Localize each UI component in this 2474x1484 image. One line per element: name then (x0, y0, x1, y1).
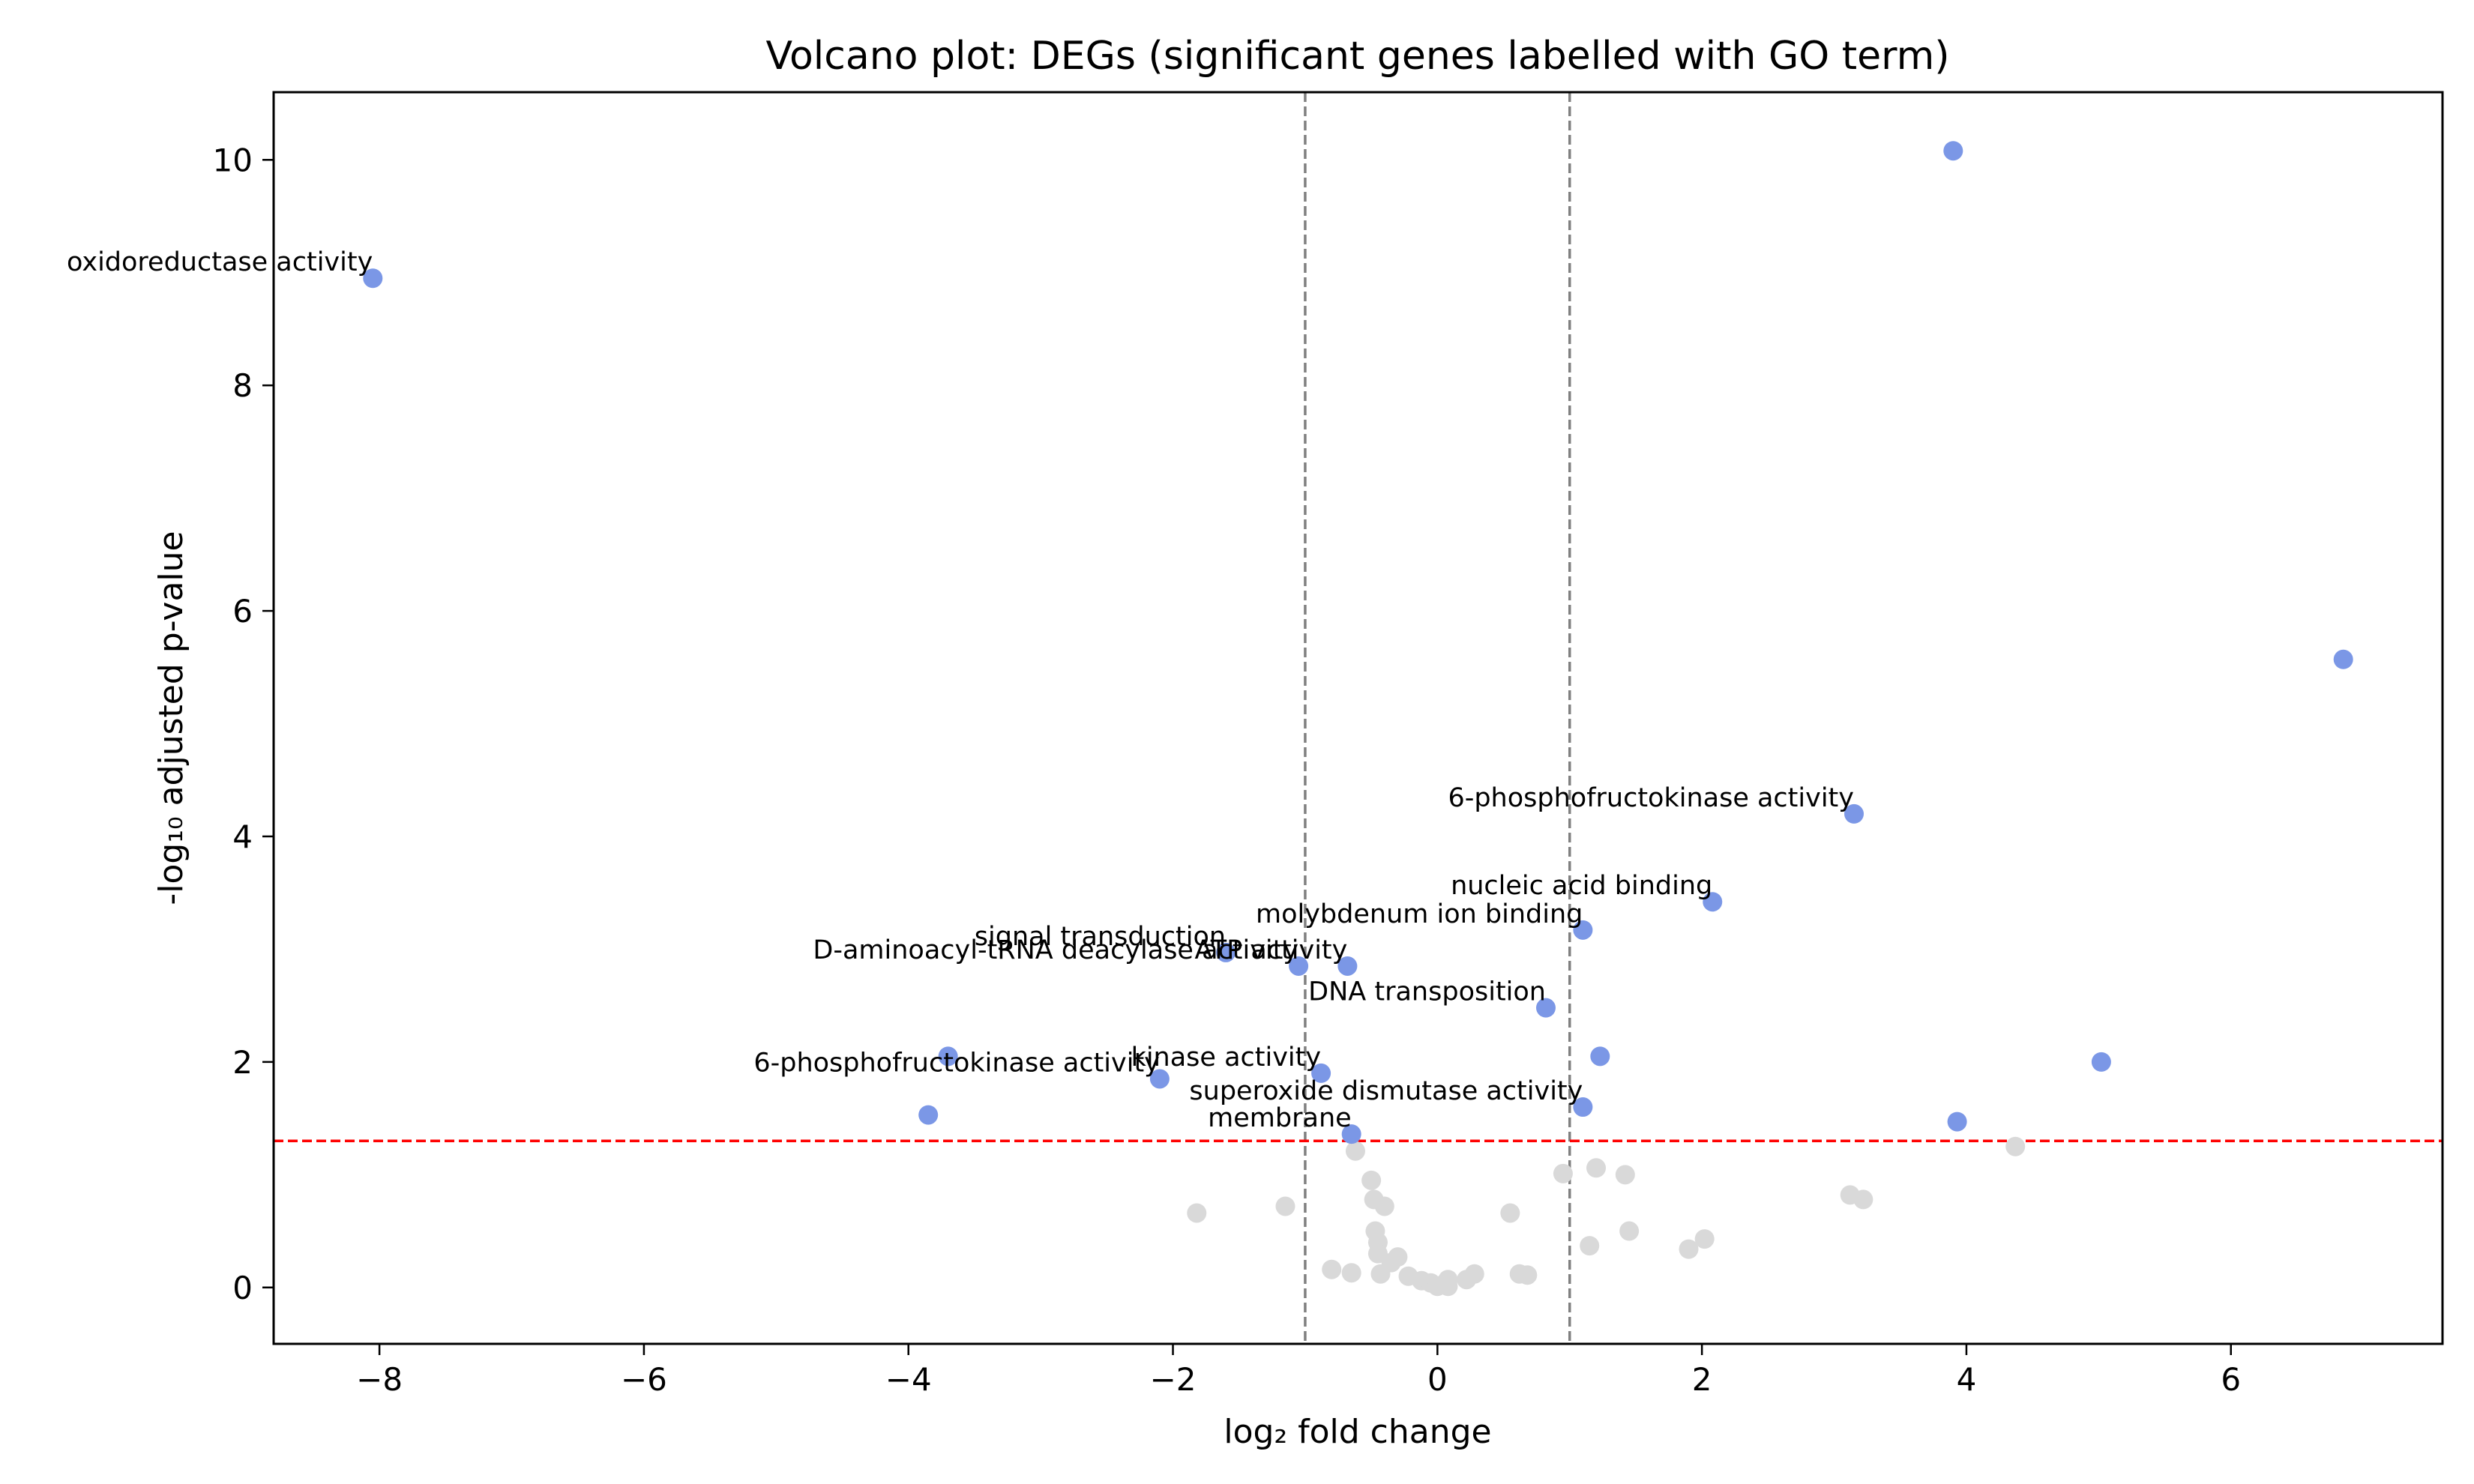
x-tick-label: 0 (1427, 1361, 1448, 1398)
nonsignificant-point (1580, 1236, 1600, 1256)
significant-point (1337, 956, 1358, 976)
nonsignificant-point (1853, 1189, 1873, 1210)
y-tick-label: 2 (232, 1044, 253, 1081)
nonsignificant-point (1187, 1203, 1207, 1223)
x-tick-label: 6 (2221, 1361, 2241, 1398)
significant-point (1703, 892, 1723, 912)
point-label: membrane (1208, 1103, 1352, 1133)
point-label: D-aminoacyl-tRNA deacylase activity (813, 935, 1298, 965)
nonsignificant-point (1615, 1165, 1635, 1185)
x-tick-label: −2 (1150, 1361, 1197, 1398)
significant-point (1341, 1124, 1361, 1144)
x-axis-label: log₂ fold change (1224, 1413, 1491, 1451)
significant-point (1590, 1046, 1610, 1067)
significant-point (1149, 1069, 1170, 1089)
point-label: kinase activity (1131, 1043, 1322, 1073)
significant-point (918, 1105, 939, 1125)
nonsignificant-point (1438, 1276, 1458, 1297)
significant-point (1947, 1112, 1967, 1132)
y-tick-label: 6 (232, 593, 253, 630)
plot-area: −8 −6 −4 −2 0 2 4 6 0 2 4 6 8 10 oxidoreductase activi… (67, 91, 2444, 1398)
nonsignificant-point (1457, 1270, 1477, 1290)
x-tick-label: 4 (1957, 1361, 1977, 1398)
significant-point (938, 1046, 958, 1067)
significant-point (1216, 942, 1236, 962)
y-axis-label: -log₁₀ adjusted p-value (152, 531, 190, 905)
significant-point (1844, 803, 1864, 824)
nonsignificant-point (1370, 1264, 1391, 1284)
significant-point (1535, 998, 1556, 1018)
point-label: signal transduction (975, 922, 1226, 952)
significant-point (1573, 920, 1593, 940)
nonsignificant-point (1361, 1170, 1382, 1190)
nonsignificant-point (1517, 1265, 1538, 1285)
significant-point (2091, 1052, 2111, 1072)
nonsignificant-point (1619, 1221, 1640, 1241)
significant-point (1289, 956, 1309, 976)
y-tick-label: 8 (232, 367, 253, 404)
point-label: 6-phosphofructokinase activity (1448, 783, 1854, 813)
nonsignificant-point (1374, 1196, 1394, 1216)
x-tick-label: −8 (356, 1361, 403, 1398)
axes-frame (272, 91, 2444, 1345)
chart-title: Volcano plot: DEGs (significant genes la… (765, 34, 1949, 79)
point-label: 6-phosphofructokinase activity (753, 1048, 1160, 1078)
point-label: nucleic acid binding (1451, 871, 1712, 901)
point-label: ATP activity (1195, 935, 1348, 965)
significant-point (2333, 649, 2353, 669)
nonsignificant-point (1553, 1163, 1573, 1183)
nonsignificant-point (1586, 1158, 1607, 1178)
significant-point (1311, 1063, 1331, 1083)
y-tick-label: 4 (232, 818, 253, 855)
x-tick-label: −6 (621, 1361, 667, 1398)
nonsignificant-point (2005, 1136, 2026, 1156)
y-tick-label: 10 (213, 142, 253, 178)
x-tick-label: −4 (885, 1361, 932, 1398)
nonsignificant-point (1500, 1203, 1520, 1223)
nonsignificant-point (1345, 1141, 1365, 1161)
point-label: superoxide dismutase activity (1189, 1076, 1583, 1106)
nonsignificant-point (1694, 1229, 1715, 1249)
nonsignificant-point (1341, 1263, 1361, 1283)
significant-point (1943, 141, 1963, 161)
nonsignificant-point (1679, 1239, 1699, 1259)
nonsignificant-point (1322, 1259, 1342, 1279)
point-label: oxidoreductase activity (67, 247, 373, 277)
point-label: molybdenum ion binding (1256, 899, 1583, 929)
x-tick-label: 2 (1692, 1361, 1712, 1398)
y-tick-label: 0 (232, 1270, 253, 1306)
significant-point (1573, 1097, 1593, 1117)
significant-point (363, 268, 383, 289)
point-label: DNA transposition (1308, 977, 1546, 1007)
nonsignificant-point (1275, 1196, 1295, 1216)
